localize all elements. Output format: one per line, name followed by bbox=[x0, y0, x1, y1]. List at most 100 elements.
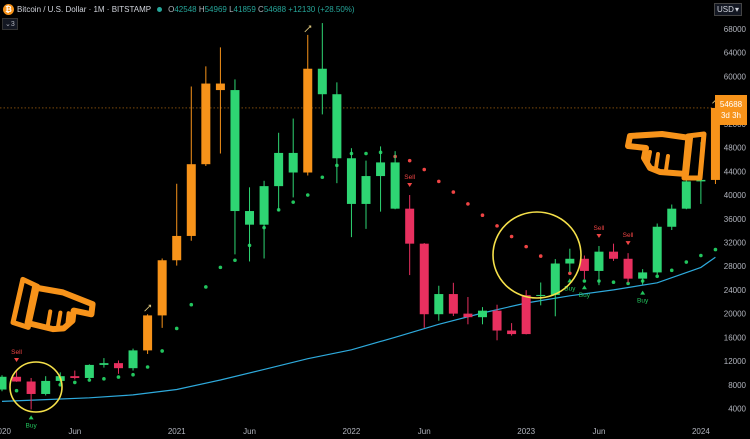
x-tick-label: Jun bbox=[418, 427, 431, 436]
sar-dot bbox=[509, 234, 514, 239]
x-tick-label: 2023 bbox=[517, 427, 535, 436]
hand-fingers bbox=[45, 309, 71, 329]
bitcoin-logo-icon: ₿ bbox=[3, 3, 14, 15]
sar-dot bbox=[204, 285, 208, 289]
sar-dot bbox=[305, 193, 310, 197]
sar-dot bbox=[14, 388, 19, 393]
candle-body bbox=[507, 330, 517, 335]
candle-body bbox=[41, 380, 51, 394]
sar-dot bbox=[131, 372, 135, 377]
sell-arrow-icon bbox=[596, 234, 602, 239]
candle-body bbox=[157, 260, 167, 316]
sar-dot bbox=[116, 375, 121, 379]
sar-dot bbox=[669, 268, 674, 273]
symbol-title[interactable]: Bitcoin / U.S. Dollar · 1M · BITSTAMP bbox=[17, 4, 152, 14]
y-tick-label: 4000 bbox=[728, 405, 746, 414]
sar-dot bbox=[407, 158, 412, 163]
sar-dot bbox=[174, 326, 179, 331]
candle-body bbox=[405, 208, 415, 244]
sell-signal-label: Sell bbox=[404, 174, 415, 181]
market-status-dot-icon bbox=[157, 6, 163, 12]
sar-dot bbox=[538, 254, 543, 258]
y-tick-label: 16000 bbox=[724, 333, 747, 342]
candle-body bbox=[143, 315, 153, 351]
hand-cuff bbox=[10, 276, 40, 330]
sar-dot bbox=[568, 271, 572, 276]
x-tick-label: Jun bbox=[68, 427, 81, 436]
candle-body bbox=[186, 164, 196, 236]
close-value: 54688 bbox=[263, 4, 287, 14]
y-tick-label: 20000 bbox=[724, 310, 747, 319]
candle-body bbox=[652, 226, 662, 273]
candle-body bbox=[609, 251, 619, 259]
candle-body bbox=[390, 162, 400, 209]
candle-body bbox=[376, 162, 386, 177]
sell-arrow-icon bbox=[14, 357, 20, 362]
buy-arrow-icon bbox=[581, 285, 587, 290]
sar-dot bbox=[699, 253, 703, 258]
sar-dot bbox=[466, 202, 470, 206]
candle-body bbox=[638, 272, 648, 279]
y-tick-label: 40000 bbox=[724, 191, 747, 200]
x-tick-label: Jun bbox=[243, 427, 256, 436]
sar-dot bbox=[655, 274, 659, 279]
buy-signal-label: Buy bbox=[26, 422, 38, 429]
sar-dot bbox=[87, 378, 92, 382]
ohlc-values: O42548 H54969 L41859 C54688 +12130 (+28.… bbox=[168, 4, 355, 14]
sar-dot bbox=[218, 265, 223, 270]
candle-body bbox=[332, 94, 342, 159]
y-tick-label: 28000 bbox=[724, 262, 747, 271]
rocket-marker-icon bbox=[144, 304, 152, 312]
candle-body bbox=[492, 310, 502, 331]
sar-dot bbox=[582, 279, 587, 283]
candle-body bbox=[70, 376, 80, 378]
open-value: 42548 bbox=[174, 4, 197, 14]
y-tick-label: 8000 bbox=[728, 381, 746, 390]
candle-body bbox=[303, 68, 313, 173]
indicators-toggle[interactable]: ⌄ 3 bbox=[2, 18, 18, 30]
candle-body bbox=[215, 83, 225, 91]
candle-body bbox=[0, 376, 7, 390]
candle-body bbox=[361, 176, 371, 204]
bar-countdown: 3d 3h bbox=[720, 111, 742, 120]
symbol-legend: ₿ Bitcoin / U.S. Dollar · 1M · BITSTAMP … bbox=[0, 0, 355, 18]
candle-body bbox=[128, 350, 138, 369]
candle-body bbox=[419, 243, 429, 315]
sar-dot bbox=[480, 213, 485, 217]
sar-dot bbox=[451, 190, 456, 194]
sar-dot bbox=[73, 380, 77, 385]
last-price-label: 54688 3d 3h bbox=[715, 95, 747, 125]
y-tick-label: 32000 bbox=[724, 238, 747, 247]
sell-arrow-icon bbox=[407, 183, 413, 188]
candle-body bbox=[681, 181, 691, 209]
candle-body bbox=[463, 313, 473, 318]
candle-body bbox=[536, 294, 546, 296]
sar-dot bbox=[320, 175, 325, 180]
sar-dot bbox=[626, 281, 630, 286]
chevron-down-icon: ⌄ bbox=[5, 21, 11, 28]
sar-dot bbox=[364, 151, 368, 156]
sar-dot bbox=[495, 224, 499, 228]
candle-body bbox=[99, 363, 109, 365]
moving-average-line bbox=[1, 256, 716, 402]
candle-body bbox=[230, 90, 240, 212]
sell-signal-label: Sell bbox=[623, 232, 634, 239]
change-value: +12130 (+28.50%) bbox=[288, 4, 355, 14]
candle-body bbox=[521, 295, 531, 335]
x-tick-label: 2024 bbox=[692, 427, 710, 436]
candle-body bbox=[710, 107, 720, 180]
hand-outline bbox=[24, 284, 96, 333]
buy-signal-label: Buy bbox=[637, 298, 649, 305]
candle-body bbox=[84, 364, 94, 378]
sar-dot bbox=[233, 258, 237, 263]
currency-selector[interactable]: USD ▾ bbox=[714, 3, 742, 16]
candle-body bbox=[565, 258, 575, 264]
sar-dot bbox=[713, 247, 718, 252]
sell-signal-label: Sell bbox=[11, 349, 22, 356]
pointing-hand-icon bbox=[625, 131, 707, 181]
x-tick-label: 2020 bbox=[0, 427, 11, 436]
last-price-value: 54688 bbox=[719, 100, 743, 109]
candle-body bbox=[317, 68, 327, 95]
sar-dot bbox=[684, 260, 689, 264]
